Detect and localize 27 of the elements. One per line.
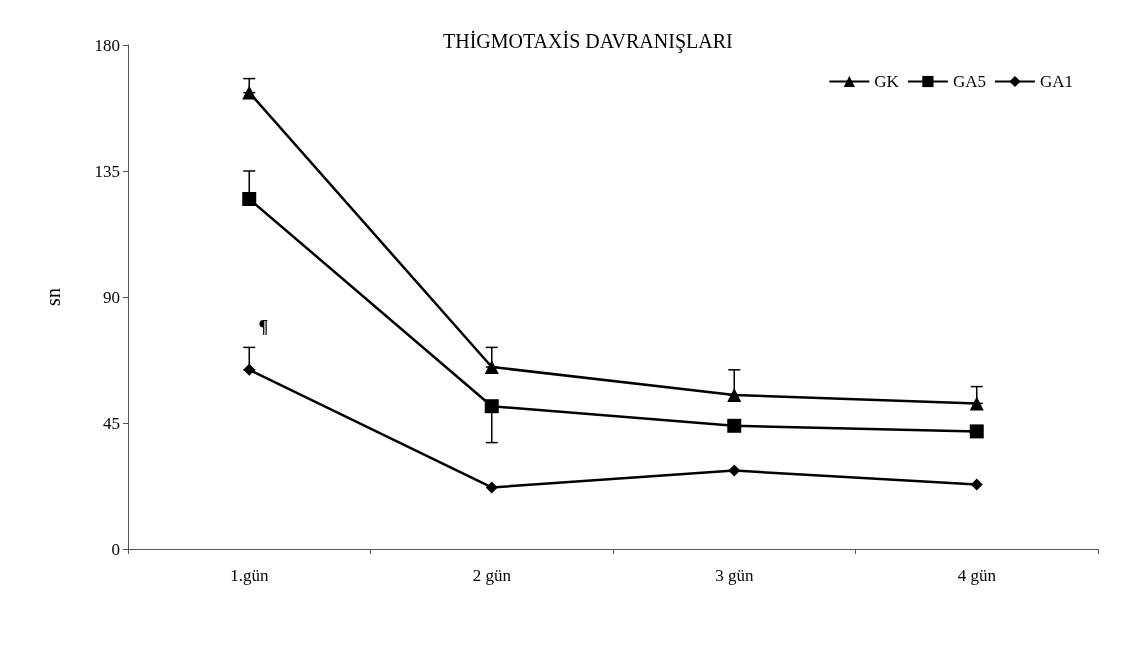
point	[485, 481, 498, 494]
legend-label: GA1	[1039, 72, 1074, 91]
point	[969, 396, 984, 411]
point	[242, 85, 257, 100]
legend-label: GK	[874, 72, 900, 91]
legend-label: GA5	[952, 72, 986, 91]
x-tick-label: 1.gün	[230, 566, 269, 585]
x-tick-label: 2 gün	[472, 566, 512, 585]
point	[242, 192, 257, 206]
point	[727, 418, 742, 433]
point	[728, 464, 741, 477]
x-tick-label: 3 gün	[715, 566, 754, 585]
point	[727, 388, 742, 402]
point	[484, 399, 499, 414]
y-axis-title: sn	[42, 288, 64, 306]
y-tick-label: 180	[94, 35, 120, 55]
point	[969, 424, 984, 439]
y-tick-label: 45	[103, 413, 120, 433]
point	[970, 478, 983, 491]
point	[484, 360, 499, 374]
x-tick-label: 4 gün	[957, 566, 997, 585]
y-tick-label: 135	[94, 161, 120, 181]
y-tick-label: 90	[103, 287, 120, 307]
annotation: ¶	[258, 317, 269, 338]
y-tick-label: 0	[111, 539, 120, 559]
point	[243, 363, 256, 376]
chart-title: THİGMOTAXİS DAVRANIŞLARI	[443, 30, 733, 53]
